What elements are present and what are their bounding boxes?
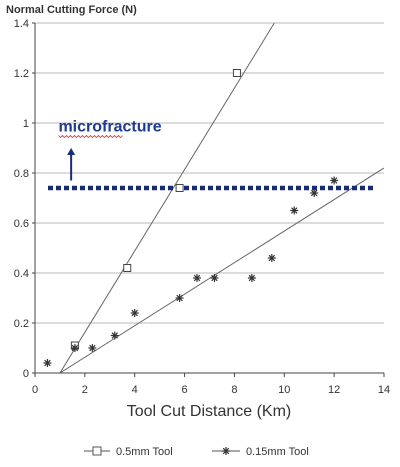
- point-0p15mm-6: [193, 274, 202, 282]
- y-tick-label-6: 1.2: [14, 68, 29, 80]
- data-markers: [43, 69, 339, 367]
- legend-item-0p5mm: 0.5mm Tool: [84, 446, 173, 458]
- asterisk-stroke: [211, 274, 218, 282]
- asterisk-stroke: [71, 344, 79, 352]
- point-0p15mm-12: [330, 176, 339, 185]
- annotations: microfracture: [58, 119, 162, 181]
- point-0p15mm-8: [247, 274, 256, 282]
- annotation-microfracture: microfracture: [58, 119, 161, 136]
- asterisk-stroke: [248, 274, 256, 282]
- y-axis-title: Normal Cutting Force (N): [6, 4, 137, 16]
- spellcheck-underline: [58, 134, 123, 139]
- y-tick-label-4: 0.8: [14, 168, 29, 180]
- asterisk-stroke: [291, 207, 298, 214]
- x-tick-label-1: 2: [82, 384, 88, 396]
- fit-lines: [59, 23, 384, 373]
- y-tick-label-7: 1.4: [14, 18, 29, 30]
- point-0p5mm-2: [175, 184, 184, 192]
- point-0p15mm-4: [130, 309, 139, 317]
- point-0p15mm-1: [70, 344, 79, 352]
- x-tick-label-4: 8: [231, 384, 237, 396]
- point-0p5mm-1: [123, 264, 132, 272]
- legend-marker-asterisk: [222, 447, 230, 455]
- x-tick-label-6: 12: [328, 384, 340, 396]
- point-0p15mm-7: [210, 274, 219, 282]
- point-0p15mm-10: [290, 206, 299, 215]
- y-tick-label-0: 0: [23, 368, 29, 380]
- y-tick-label-1: 0.2: [14, 318, 29, 330]
- point-0p15mm-0: [43, 359, 52, 367]
- legend: 0.5mm Tool 0.15mm Tool: [84, 446, 309, 458]
- asterisk-stroke: [89, 344, 96, 352]
- x-tick-label-3: 6: [182, 384, 188, 396]
- legend-marker-square: [92, 446, 102, 456]
- fit-line-series-0: [59, 23, 275, 373]
- grid-lines: [35, 22, 384, 324]
- y-tick-label-2: 0.4: [14, 268, 29, 280]
- point-0p15mm-3: [110, 331, 119, 340]
- axes: [32, 22, 385, 377]
- point-0p5mm-3: [232, 69, 241, 77]
- x-axis-title: Tool Cut Distance (Km): [127, 403, 292, 420]
- point-0p15mm-9: [267, 254, 276, 262]
- asterisk-stroke: [310, 189, 318, 197]
- y-tick-label-3: 0.6: [14, 218, 29, 230]
- legend-item-0p15mm: 0.15mm Tool: [212, 446, 309, 458]
- asterisk-stroke: [330, 177, 338, 184]
- x-tick-label-0: 0: [32, 384, 38, 396]
- asterisk-stroke: [193, 274, 201, 282]
- asterisk-stroke: [268, 254, 276, 262]
- legend-label-0p5mm: 0.5mm Tool: [116, 446, 173, 458]
- arrow-head: [67, 148, 76, 155]
- x-tick-label-5: 10: [278, 384, 290, 396]
- asterisk-stroke: [131, 309, 138, 317]
- x-tick-label-2: 4: [132, 384, 138, 396]
- asterisk-stroke: [176, 294, 183, 302]
- y-tick-label-5: 1: [23, 118, 29, 130]
- fit-line-series-1: [59, 167, 384, 373]
- asterisk-stroke: [44, 359, 51, 367]
- x-tick-label-7: 14: [378, 384, 390, 396]
- asterisk-stroke: [111, 332, 118, 339]
- legend-label-0p15mm: 0.15mm Tool: [246, 446, 309, 458]
- point-0p15mm-11: [310, 189, 319, 197]
- tick-labels: 0 0.2 0.4 0.6 0.8 1 1.2 1.4 0 2 4 6 8 10 12 14: [14, 18, 390, 396]
- point-0p15mm-5: [175, 294, 184, 302]
- point-0p15mm-2: [88, 344, 97, 352]
